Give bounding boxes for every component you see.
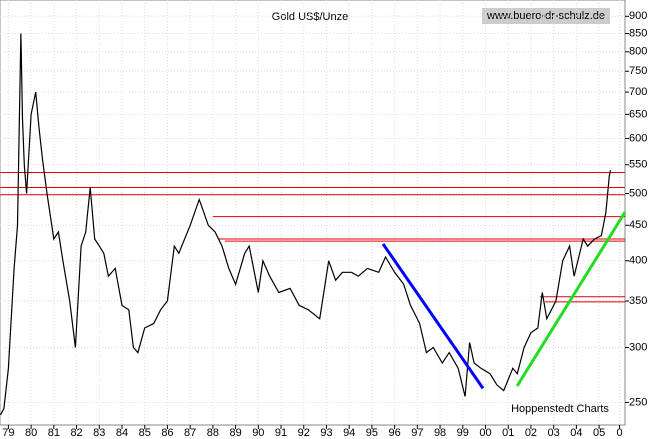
x-tick-label: 98	[434, 427, 446, 439]
y-tick-label: 250	[629, 396, 647, 408]
x-tick-label: 96	[389, 427, 401, 439]
x-tick-label: 03	[548, 427, 560, 439]
x-tick-label: 85	[139, 427, 151, 439]
trend-line	[381, 243, 485, 390]
x-tick-label: 86	[161, 427, 173, 439]
y-tick-label: 400	[629, 255, 647, 267]
x-tick-label: 0	[616, 427, 622, 439]
y-tick-label: 850	[629, 27, 647, 39]
y-tick-label: 600	[629, 132, 647, 144]
x-tick-label: 94	[343, 427, 355, 439]
x-tick-label: 84	[116, 427, 128, 439]
x-tick-label: 97	[411, 427, 423, 439]
x-tick-label: 82	[70, 427, 82, 439]
y-tick-label: 650	[629, 108, 647, 120]
y-tick-label: 900	[629, 10, 647, 22]
y-tick-label: 450	[629, 219, 647, 231]
x-tick-label: 92	[298, 427, 310, 439]
y-tick-label: 700	[629, 86, 647, 98]
x-tick-label: 88	[207, 427, 219, 439]
y-tick-label: 350	[629, 295, 647, 307]
x-tick-label: 99	[457, 427, 469, 439]
x-tick-label: 00	[479, 427, 491, 439]
y-tick-label: 500	[629, 187, 647, 199]
y-tick-label: 300	[629, 341, 647, 353]
trend-line	[515, 211, 627, 387]
x-tick-label: 95	[366, 427, 378, 439]
x-tick-label: 87	[184, 427, 196, 439]
x-tick-label: 91	[275, 427, 287, 439]
x-tick-label: 93	[320, 427, 332, 439]
x-tick-label: 83	[93, 427, 105, 439]
x-tick-label: 80	[25, 427, 37, 439]
y-tick-label: 550	[629, 159, 647, 171]
x-tick-label: 90	[252, 427, 264, 439]
x-tick-label: 05	[593, 427, 605, 439]
chart-title: Gold US$/Unze	[272, 11, 348, 23]
x-tick-label: 79	[2, 427, 14, 439]
x-tick-label: 89	[229, 427, 241, 439]
x-tick-label: 81	[48, 427, 60, 439]
y-tick-label: 800	[629, 46, 647, 58]
credit: Hoppenstedt Charts	[511, 403, 609, 415]
x-tick-label: 02	[525, 427, 537, 439]
x-tick-label: 04	[570, 427, 582, 439]
source: www.buero-dr-schulz.de	[486, 10, 605, 22]
y-tick-label: 750	[629, 65, 647, 77]
x-tick-label: 01	[502, 427, 514, 439]
price-line	[0, 33, 612, 416]
